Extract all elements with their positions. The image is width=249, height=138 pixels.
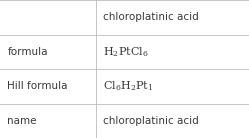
Text: Hill formula: Hill formula bbox=[7, 81, 68, 91]
Text: $\mathregular{Cl_6H_2Pt_1}$: $\mathregular{Cl_6H_2Pt_1}$ bbox=[103, 79, 154, 93]
Text: $\mathregular{H_2PtCl_6}$: $\mathregular{H_2PtCl_6}$ bbox=[103, 45, 149, 59]
Text: chloroplatinic acid: chloroplatinic acid bbox=[103, 12, 199, 22]
Text: formula: formula bbox=[7, 47, 48, 57]
Text: chloroplatinic acid: chloroplatinic acid bbox=[103, 116, 199, 126]
Text: name: name bbox=[7, 116, 37, 126]
